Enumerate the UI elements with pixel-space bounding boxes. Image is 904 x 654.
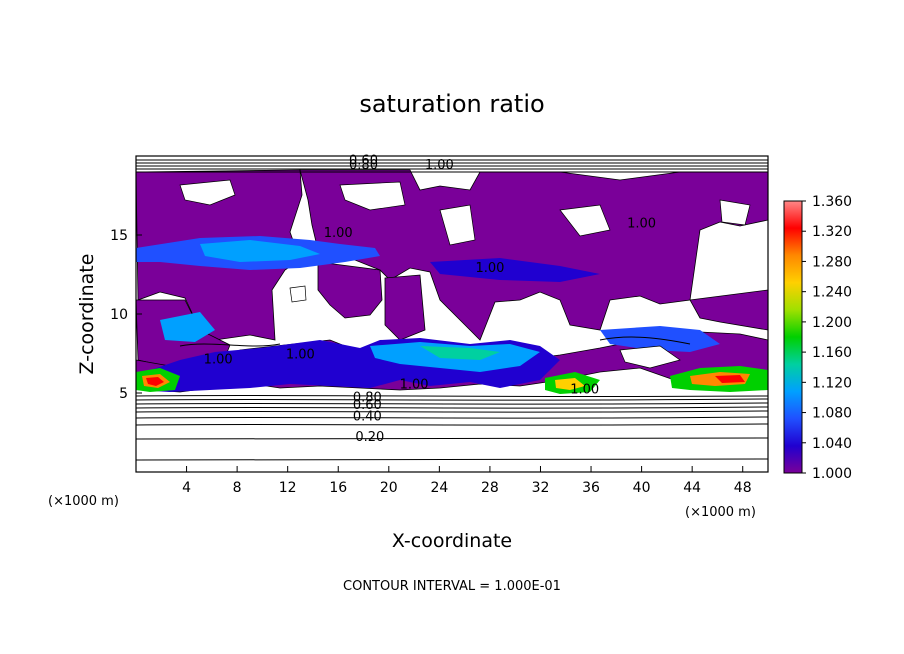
colorbar-label: 1.280 <box>812 254 852 270</box>
y-tick-label: 10 <box>110 307 128 323</box>
contour-label: 0.60 <box>353 398 382 413</box>
contour-label: 1.00 <box>324 226 353 241</box>
contour-label: 1.00 <box>204 352 233 367</box>
x-tick-label: 28 <box>481 480 499 496</box>
x-tick-label: 24 <box>430 480 448 496</box>
pocket-left-peak <box>146 377 164 386</box>
pocket-center-right-core <box>555 378 585 390</box>
subsaturated-gaps <box>179 179 751 303</box>
contour-label: 0.60 <box>349 153 378 168</box>
x-axis-label: X-coordinate <box>392 530 512 552</box>
colorbar-label: 1.040 <box>812 436 852 452</box>
x-tick-label: 12 <box>279 480 297 496</box>
x-tick-label: 8 <box>233 480 242 496</box>
y-tick-label: 15 <box>110 228 128 244</box>
y-axis-label: Z-coordinate <box>76 254 98 375</box>
x-unit-label: (×1000 m) <box>685 505 756 520</box>
colorbar-label: 1.160 <box>812 345 852 361</box>
colorbar-label: 1.080 <box>812 406 852 422</box>
contour-lines <box>136 159 768 461</box>
contour-labels: 0.200.400.600.800.800.60 1.001.001.001.00… <box>204 153 656 445</box>
contour-label: 0.40 <box>353 409 382 424</box>
contour-label: 1.00 <box>400 378 429 393</box>
x-tick-label: 36 <box>582 480 600 496</box>
x-tick-label: 48 <box>734 480 752 496</box>
colorbar-label: 1.240 <box>812 285 852 301</box>
contour-label: 0.80 <box>349 158 378 173</box>
contour-label: 0.20 <box>355 430 384 445</box>
band-z13 <box>430 258 600 282</box>
contour-label: 1.00 <box>425 158 454 173</box>
contour-label: 1.00 <box>570 382 599 397</box>
saturation-field <box>136 156 768 472</box>
region-center-blob <box>317 261 383 319</box>
contour-interval-note: CONTOUR INTERVAL = 1.000E-01 <box>343 579 561 594</box>
pocket-right-peak <box>715 375 745 383</box>
patch-left <box>160 312 215 342</box>
colorbar-label: 1.320 <box>812 224 852 240</box>
x-tick-label: 20 <box>380 480 398 496</box>
z-unit-label: (×1000 m) <box>48 494 119 509</box>
layer-lower-peak <box>420 346 500 360</box>
colorbar-labels: 1.360 1.320 1.280 1.240 1.200 1.160 1.120 1.080… <box>802 194 852 482</box>
region-right <box>689 289 768 331</box>
colorbar-label: 1.000 <box>812 466 852 482</box>
colorbar-label: 1.120 <box>812 375 852 391</box>
x-tick-label: 16 <box>329 480 347 496</box>
colorbar <box>783 200 803 474</box>
gap-right-lower <box>619 345 681 369</box>
x-tick-label: 44 <box>683 480 701 496</box>
band-z14-core <box>200 240 320 262</box>
x-axis: 4 8 12 16 20 24 28 32 36 40 44 48 <box>182 466 752 496</box>
contour-label: 0.80 <box>353 390 382 405</box>
colorbar-label: 1.200 <box>812 315 852 331</box>
colorbar-label: 1.360 <box>812 194 852 210</box>
region-column-22 <box>384 274 426 341</box>
x-tick-label: 40 <box>633 480 651 496</box>
chart-title: saturation ratio <box>359 90 544 118</box>
contour-label: 1.00 <box>627 217 656 232</box>
contour-label: 1.00 <box>475 261 504 276</box>
y-axis: 5 10 15 <box>110 228 142 402</box>
y-tick-label: 5 <box>119 386 128 402</box>
x-tick-label: 4 <box>182 480 191 496</box>
contour-label: 1.00 <box>286 348 315 363</box>
x-tick-label: 32 <box>532 480 550 496</box>
